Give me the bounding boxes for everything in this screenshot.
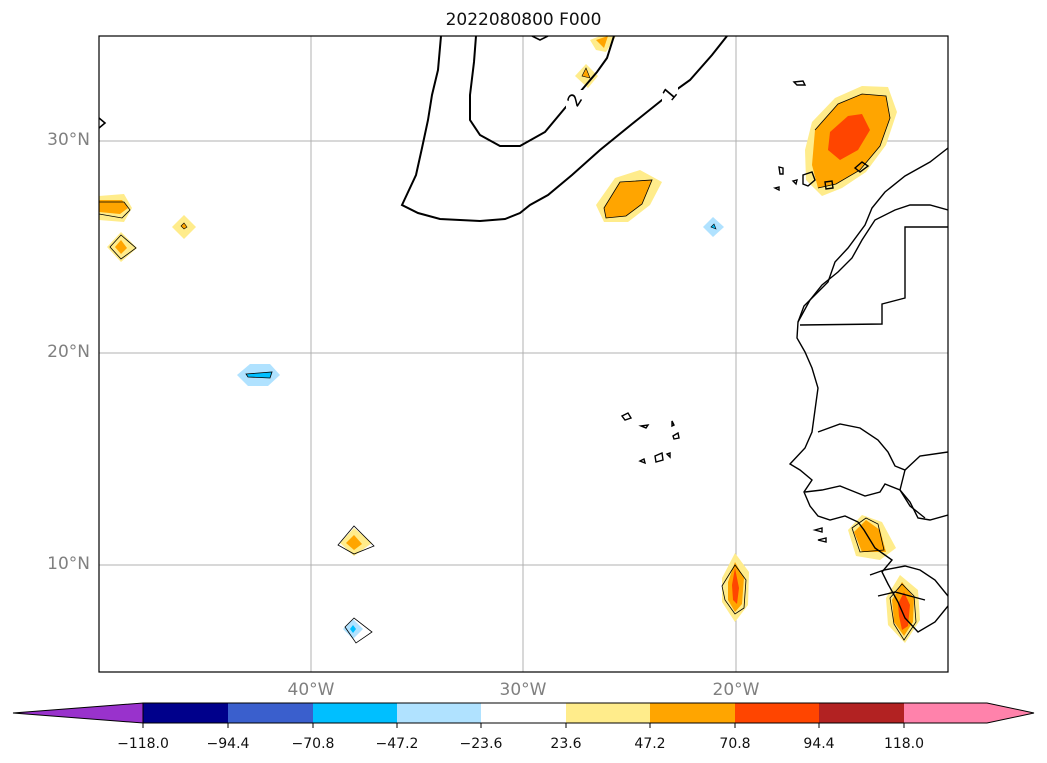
colorbar-tick-label: 47.2 — [634, 736, 666, 752]
filled-contours — [99, 36, 920, 644]
colorbar-tick-label: 23.6 — [550, 736, 582, 752]
western-sahara-border — [799, 226, 948, 326]
lon-label-30w: 30°W — [499, 680, 547, 700]
colorbar-tick-label: −118.0 — [117, 736, 169, 752]
contour-label-group: 2 1 — [563, 83, 682, 111]
contour-2 — [400, 36, 728, 223]
colorbar-tick-label: −47.2 — [375, 736, 419, 752]
lat-label-30n: 30°N — [47, 130, 90, 150]
colorbar-tick-label: −70.8 — [291, 736, 335, 752]
colorbar-segment — [566, 703, 650, 723]
colorbar-tick-label: −94.4 — [206, 736, 250, 752]
colorbar-segment — [819, 703, 904, 723]
africa-coast — [788, 147, 948, 633]
colorbar-extend-low — [12, 702, 144, 724]
colorbar-segment — [313, 703, 397, 723]
lon-label-40w: 40°W — [287, 680, 335, 700]
colorbar-segment — [650, 703, 735, 723]
contour-1 — [469, 36, 615, 147]
lon-label-20w: 20°W — [712, 680, 760, 700]
colorbar-segment — [481, 703, 566, 723]
colorbar-tick-label: −23.6 — [459, 736, 503, 752]
colorbar-tick-label: 94.4 — [803, 736, 835, 752]
map-frame — [98, 35, 949, 673]
colorbar-tick-label: 70.8 — [719, 736, 751, 752]
contour-lines — [99, 36, 728, 223]
lat-label-20n: 20°N — [47, 342, 90, 362]
colorbar-segment — [228, 703, 313, 723]
coastline — [620, 80, 948, 633]
colorbar-segment — [735, 703, 819, 723]
lat-label-10n: 10°N — [47, 554, 90, 574]
map-content: 2 1 — [99, 36, 948, 672]
colorbar-segment — [143, 703, 228, 723]
colorbar-segment — [397, 703, 481, 723]
colorbar-tick-label: 118.0 — [883, 736, 925, 752]
colorbar-extend-high — [904, 703, 1034, 723]
colorbar — [12, 702, 1035, 728]
map-title: 2022080800 F000 — [445, 10, 602, 30]
